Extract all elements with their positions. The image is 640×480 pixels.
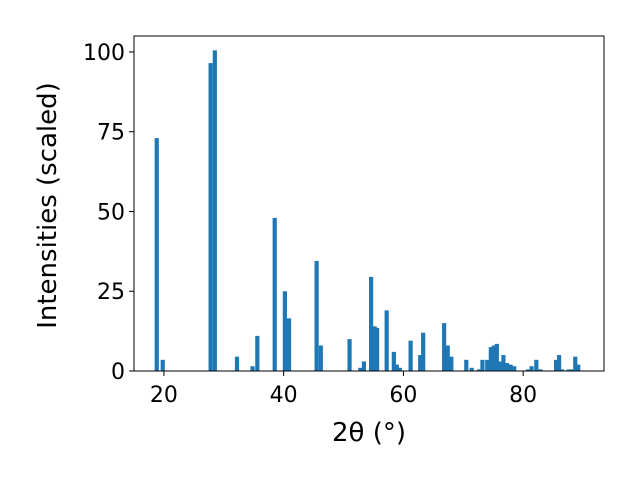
bar (534, 359, 539, 371)
bar (208, 63, 213, 372)
bar (250, 366, 255, 371)
bar (255, 335, 260, 371)
bar (318, 345, 323, 371)
bar (394, 364, 399, 371)
bar (508, 364, 513, 371)
bar (501, 355, 506, 371)
y-tick-label: 0 (111, 360, 125, 385)
bar (476, 369, 481, 371)
bar (361, 361, 367, 371)
bar (512, 366, 517, 371)
plot-frame (133, 35, 605, 372)
bar (314, 260, 319, 371)
y-axis-label: Intensities (scaled) (33, 82, 63, 329)
bar (418, 355, 423, 371)
bar (154, 138, 159, 371)
bar (485, 359, 490, 371)
bar (282, 291, 287, 371)
bar (358, 367, 363, 371)
bar (557, 355, 562, 371)
bar (347, 339, 352, 371)
y-axis-ticks: 0 25 50 75 100 (83, 41, 134, 385)
bar (372, 326, 377, 371)
bar (538, 369, 543, 371)
bar (497, 361, 502, 371)
y-tick-label: 25 (97, 280, 125, 305)
bar (566, 369, 571, 371)
bar (576, 364, 581, 371)
bar (494, 343, 499, 371)
bar (445, 345, 450, 371)
bar (554, 359, 559, 371)
bar (469, 367, 474, 371)
bar (442, 323, 447, 371)
bar (491, 345, 496, 371)
bar (397, 367, 402, 371)
x-axis-label: 2θ (°) (332, 418, 406, 448)
bar (525, 369, 531, 371)
y-tick-label: 75 (97, 121, 125, 146)
bar (272, 217, 277, 371)
bar (212, 50, 217, 372)
bar (480, 359, 485, 371)
bars-group (154, 50, 581, 372)
x-tick-label: 20 (150, 383, 178, 408)
y-tick-label: 50 (97, 200, 125, 225)
x-tick-label: 40 (270, 383, 298, 408)
x-axis-ticks: 20 40 60 80 (150, 371, 537, 408)
bar (488, 347, 493, 371)
bar (449, 356, 454, 371)
bar (369, 276, 374, 371)
bar (408, 340, 413, 371)
bar (286, 318, 292, 371)
bar (504, 363, 510, 371)
bar (464, 359, 469, 371)
bar (391, 351, 396, 371)
x-tick-label: 80 (509, 383, 537, 408)
x-tick-label: 60 (389, 383, 417, 408)
bar (384, 310, 389, 371)
y-tick-label: 100 (83, 41, 125, 66)
bar (573, 356, 578, 371)
bar (559, 369, 565, 371)
bar (421, 332, 426, 371)
bar (374, 327, 380, 371)
bar (160, 359, 165, 371)
bar (234, 356, 240, 371)
bar (569, 369, 574, 371)
bar (529, 366, 534, 371)
